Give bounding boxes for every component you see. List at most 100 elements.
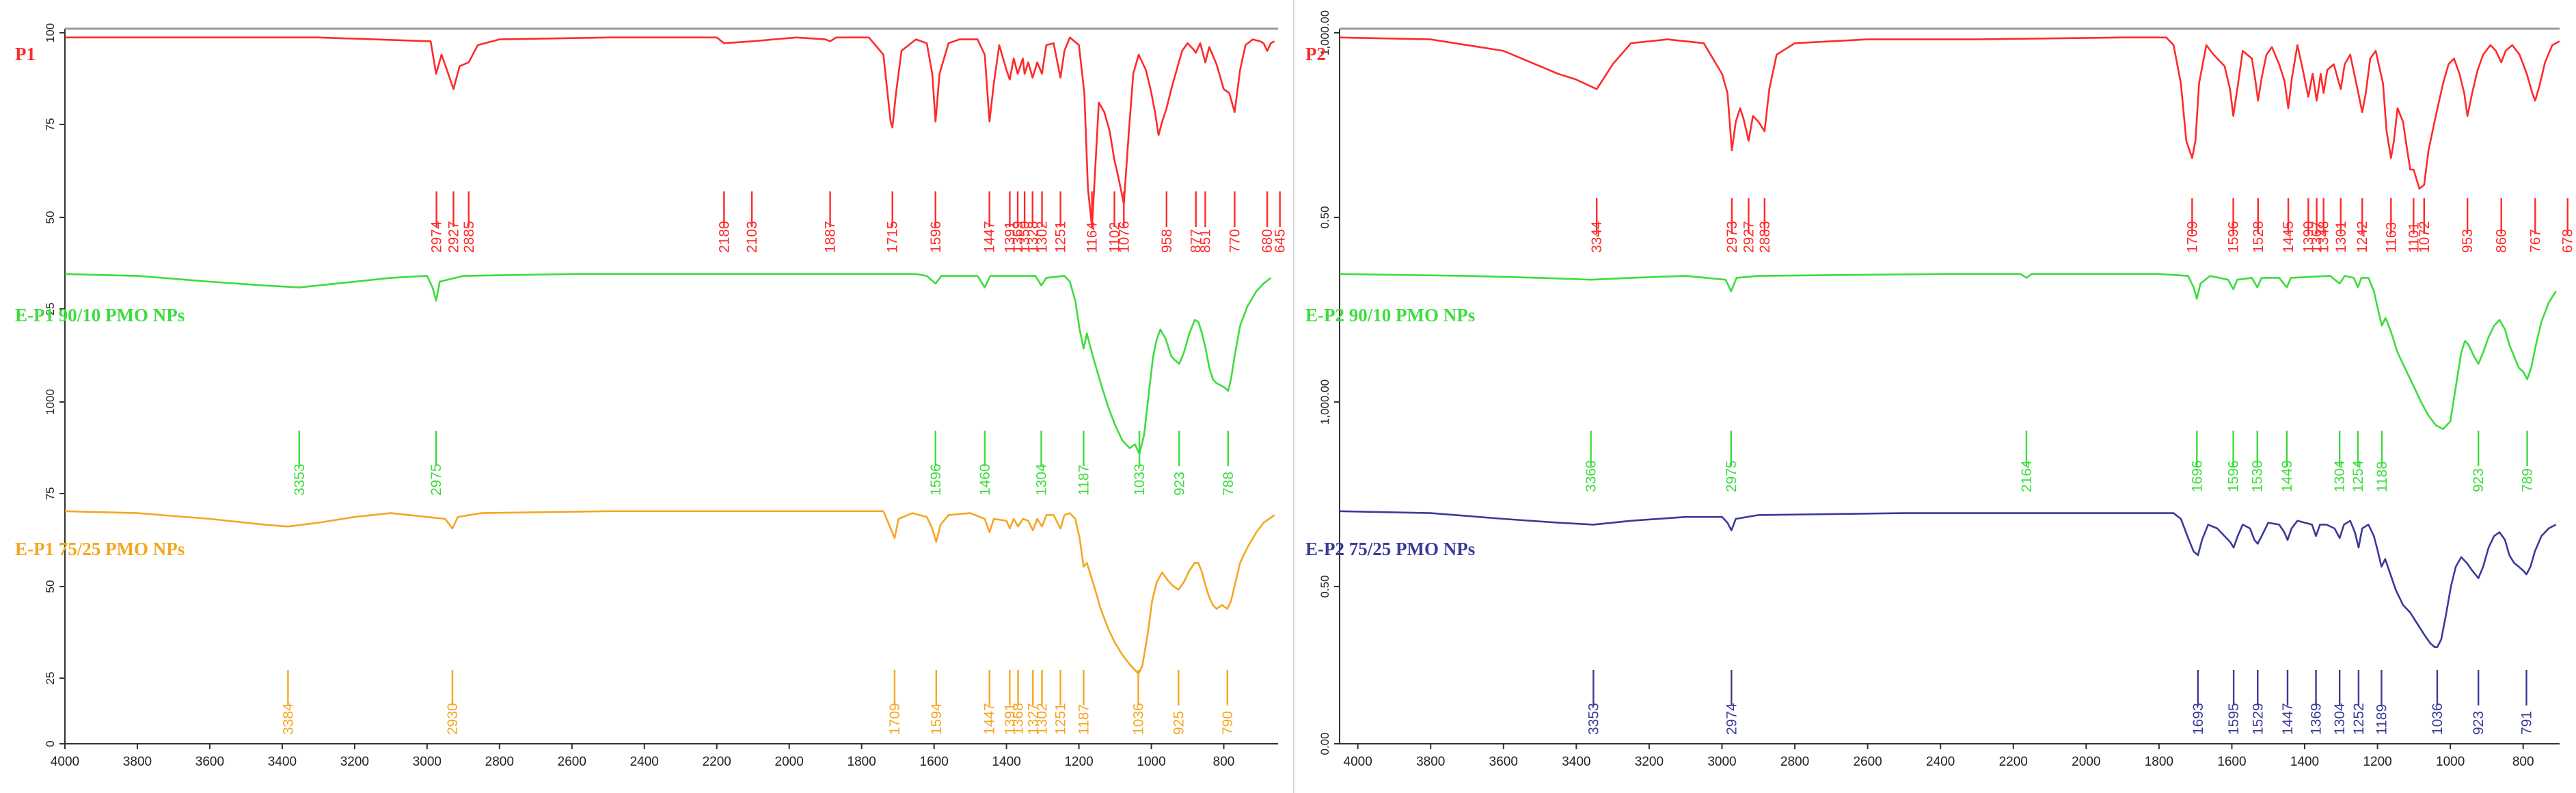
peak-label: 851 [1198,229,1214,253]
peak-label: 3353 [292,463,308,496]
peak-label: 1072 [2417,221,2432,253]
y-tick-label: 100 [44,23,57,42]
peak-label: 1187 [1076,465,1092,496]
peak-label: 791 [2519,711,2535,735]
peak-label: 2927 [446,221,462,253]
peak-label: 1460 [977,463,993,496]
y-tick-label: 0 [44,740,57,747]
peak-label: 1530 [2250,460,2266,492]
peak-label: 1887 [823,221,839,253]
peak-label: 923 [2471,468,2486,492]
x-tick-label: 2200 [703,755,731,769]
peak-label: 1596 [2226,221,2242,253]
series-label: E-P1 75/25 PMO NPs [15,539,185,559]
peak-label: 1348 [2316,221,2332,253]
x-tick-label: 1600 [920,755,949,769]
peak-label: 2930 [445,703,461,735]
x-tick-label: 800 [1213,755,1235,769]
x-tick-label: 1200 [2363,755,2391,769]
series-label: E-P1 90/10 PMO NPs [15,305,185,325]
peak-label: 2164 [2019,460,2035,492]
x-tick-label: 4000 [1344,755,1372,769]
peak-label: 678 [2560,229,2576,253]
x-tick-label: 2200 [1999,755,2028,769]
peak-label: 1596 [928,463,944,496]
peak-label: 1187 [1076,704,1092,735]
series-label: E-P2 75/25 PMO NPs [1305,539,1475,559]
x-tick-label: 3800 [1416,755,1445,769]
x-tick-label: 4000 [51,755,79,769]
peak-label: 1302 [1035,703,1050,735]
peak-label: 1596 [2226,460,2242,492]
peak-label: 1251 [1053,221,1069,253]
peak-label: 1301 [2333,221,2349,253]
peak-label: 1715 [885,221,901,253]
peak-label: 1302 [1035,221,1050,253]
x-tick-label: 2800 [1780,755,1809,769]
peak-label: 3384 [280,703,296,735]
series-label: E-P2 90/10 PMO NPs [1305,305,1475,325]
peak-label: 645 [1273,229,1288,253]
peak-label: 1390 [2301,221,2316,253]
peak-label: 1076 [1116,221,1132,253]
series-line [65,36,1275,228]
peak-label: 1189 [2374,704,2389,735]
peak-label: 1693 [2191,703,2206,735]
y-tick-label: 75 [44,118,57,131]
x-tick-label: 2600 [1853,755,1882,769]
peak-label: 1304 [2332,460,2348,492]
peak-label: 1596 [928,221,944,253]
x-tick-label: 1000 [2436,755,2465,769]
peak-label: 3360 [1584,460,1599,492]
x-tick-label: 2000 [775,755,804,769]
series-line [1339,273,2557,430]
peak-label: 1367 [2309,221,2325,253]
peak-label: 1036 [1130,703,1146,735]
peak-label: 3353 [1586,703,1601,735]
peak-label: 1369 [2309,703,2324,735]
peak-label: 1529 [2250,703,2266,735]
y-tick-label: 0.50 [1318,575,1331,597]
x-tick-label: 3400 [268,755,297,769]
peak-label: 790 [1220,711,1236,735]
peak-label: 767 [2527,229,2543,253]
x-tick-label: 2000 [2072,755,2100,769]
peak-label: 1594 [929,703,945,735]
peak-label: 680 [1260,229,1275,253]
peak-label: 1327 [1025,703,1041,735]
peak-label: 1102 [1107,222,1123,253]
x-tick-label: 1400 [992,755,1020,769]
peak-label: 770 [1227,229,1243,253]
x-tick-label: 3800 [123,755,152,769]
x-tick-label: 1000 [1137,755,1165,769]
right-ftir-chart: 4000 3800 3600 3400 3200 3000 2800 2600 2400 2200… [1305,10,2576,769]
x-tick-label: 2400 [630,755,659,769]
peak-label: 1447 [982,703,998,735]
peak-label: 1447 [2280,703,2296,735]
peak-label: 1101 [2406,222,2422,253]
x-tick-label: 3200 [340,755,369,769]
peak-label: 958 [1159,229,1175,253]
peak-label: 953 [2460,229,2476,253]
peak-label: 1036 [2430,703,2445,735]
peak-label: 1252 [2351,703,2367,735]
peak-label: 1188 [2374,461,2390,492]
y-tick-label: 1000 [44,389,57,415]
peak-label: 923 [1171,472,1187,496]
peak-label: 877 [1189,229,1204,253]
peak-label: 925 [1171,711,1187,735]
peak-label: 1709 [2184,221,2200,253]
peak-label: 2974 [429,221,445,253]
peak-label: 1368 [1011,703,1027,735]
peak-label: 1251 [1053,703,1069,735]
y-tick-label: 75 [44,487,57,500]
x-tick-label: 1800 [848,755,876,769]
x-tick-label: 3200 [1635,755,1664,769]
peak-label: 1696 [2189,460,2205,492]
peak-label: 1254 [2350,460,2366,492]
series-line [1339,510,2557,648]
peak-label: 2927 [1741,221,1757,253]
peak-label: 2883 [1757,221,1773,253]
peak-label: 1242 [2355,221,2370,253]
series-line [1339,36,2560,190]
